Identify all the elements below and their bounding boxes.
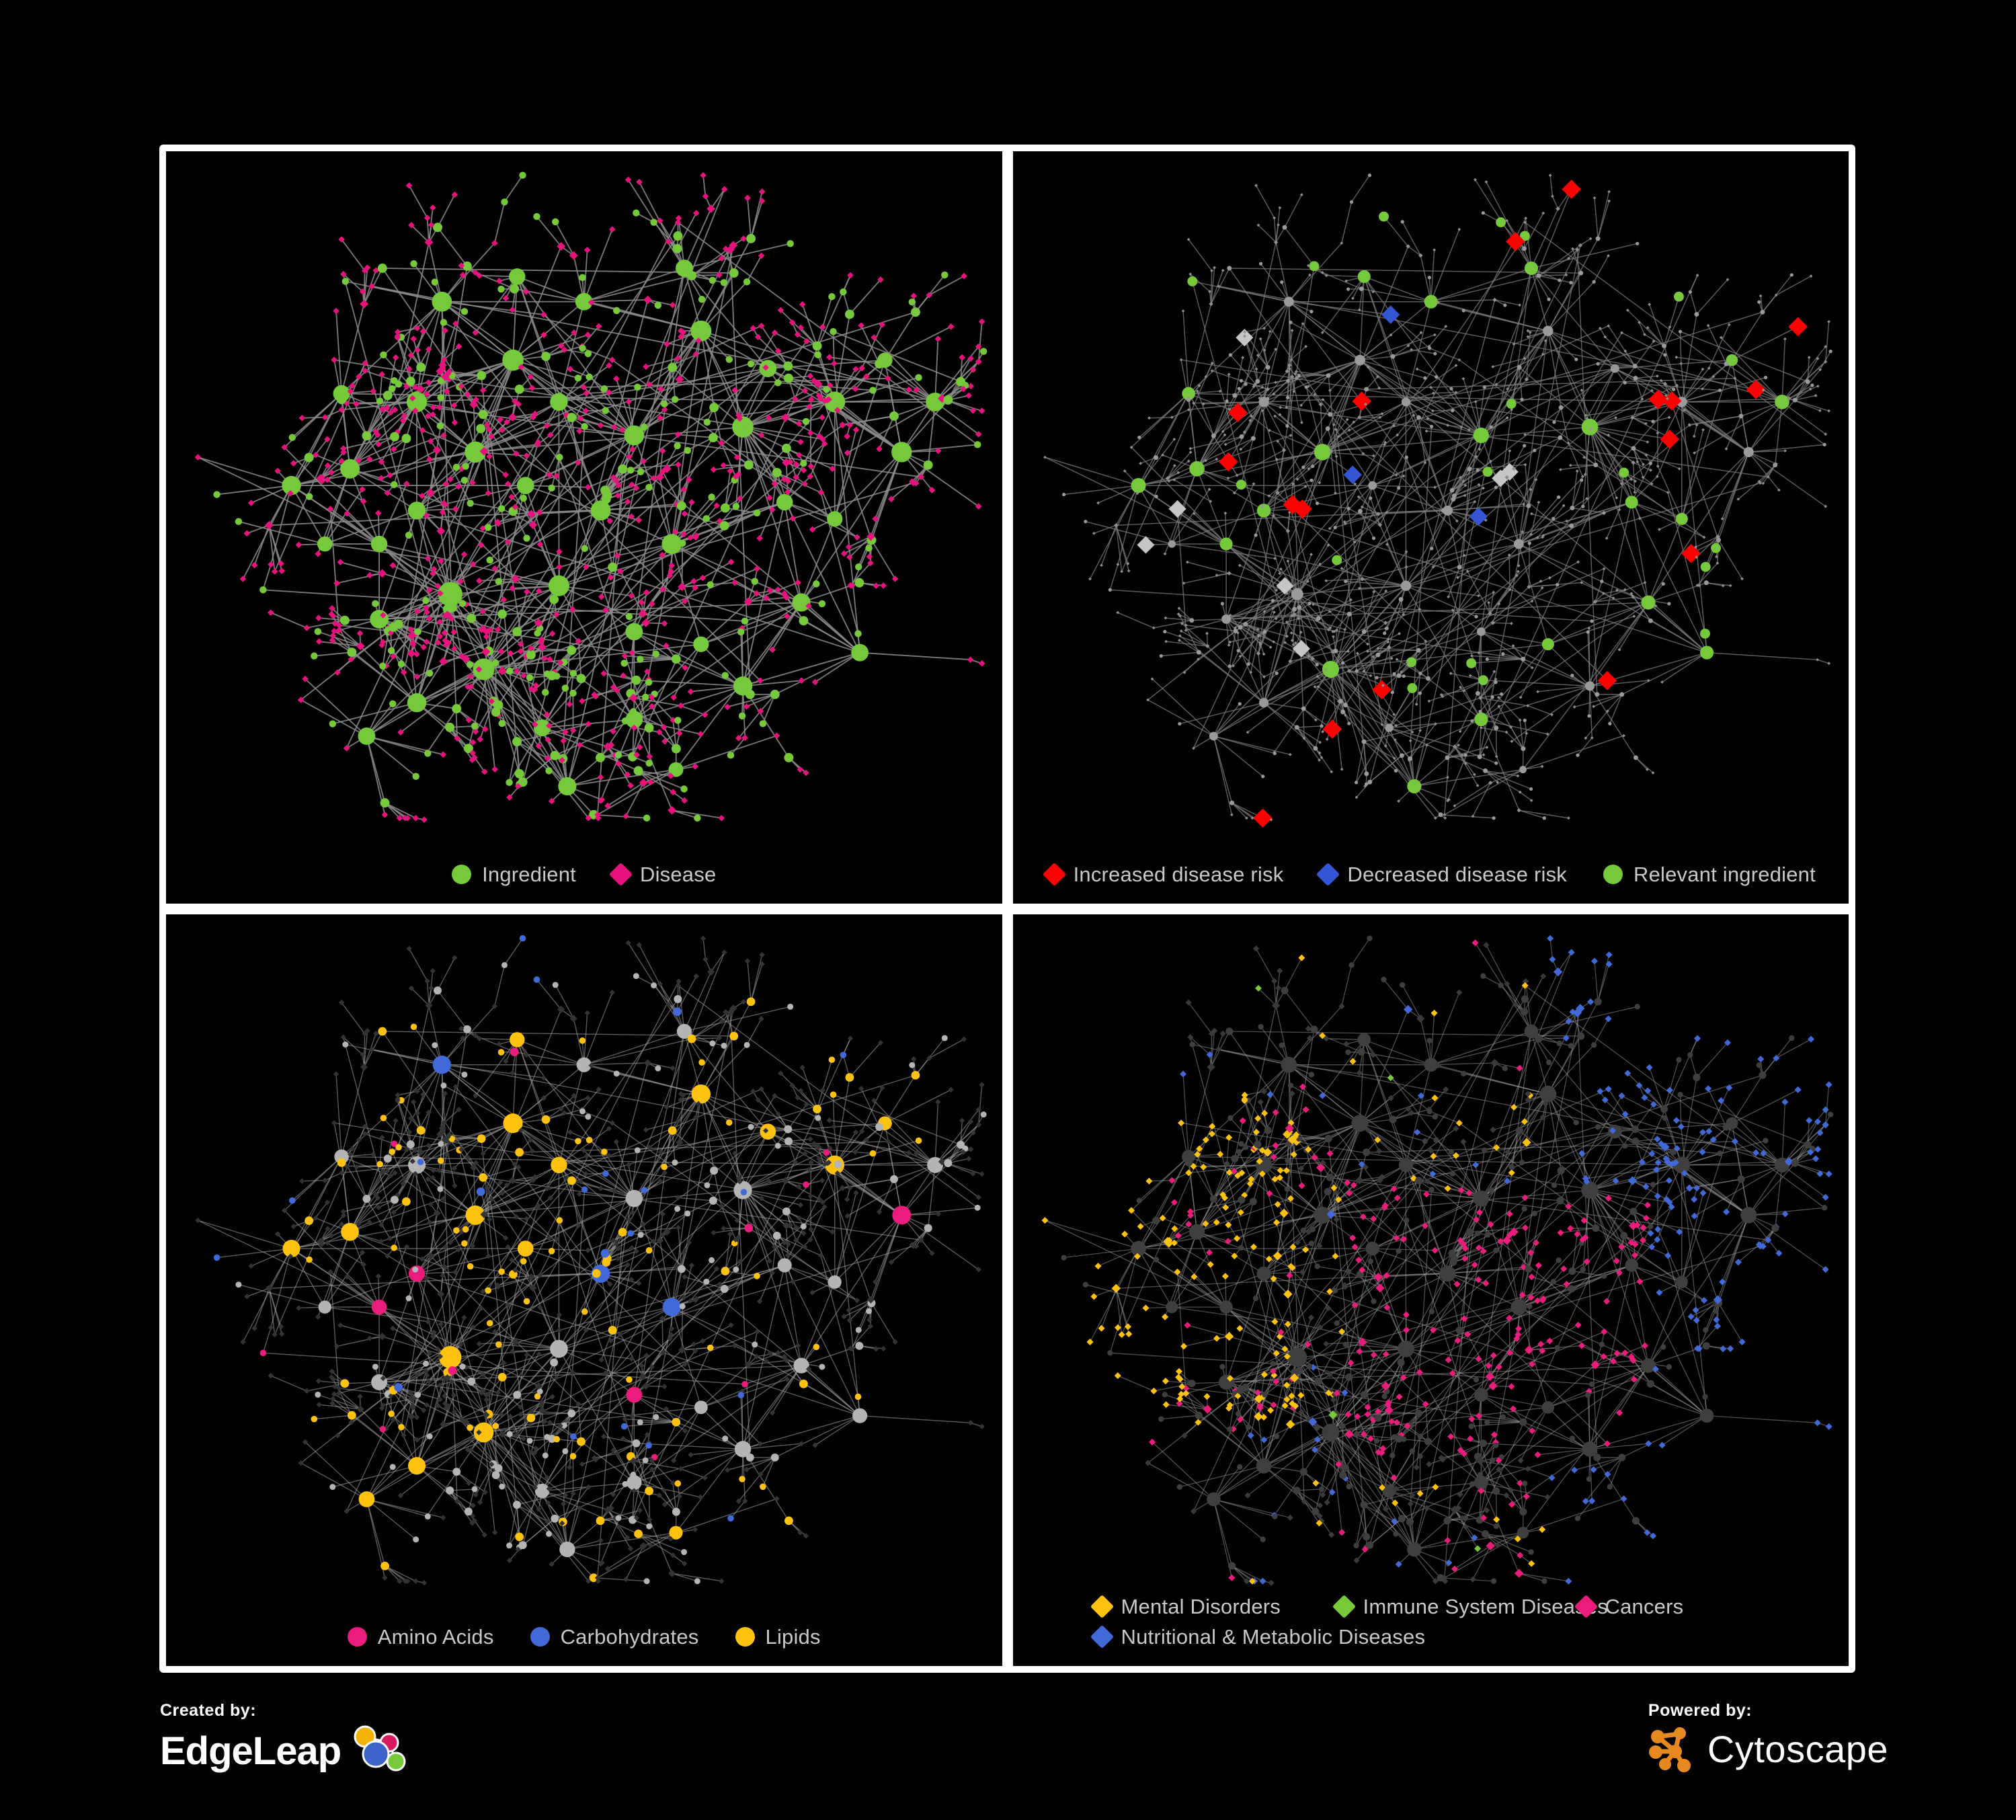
legend-label: Decreased disease risk (1347, 862, 1567, 886)
legend-disease-classes: Mental Disorders Immune System Diseases … (1013, 1594, 1849, 1666)
cytoscape-wordmark: Cytoscape (1707, 1728, 1888, 1770)
legend-marker-diamond-icon (1042, 862, 1066, 886)
legend-disease-risk: Increased disease risk Decreased disease… (1013, 862, 1849, 904)
cytoscape-logo-icon (1648, 1727, 1691, 1772)
panel-grid: Ingredient Disease Increased disease ris… (159, 145, 1855, 1673)
network-canvas-overview[interactable] (166, 151, 1002, 904)
network-svg-disease-classes[interactable] (1013, 914, 1849, 1667)
legend-item[interactable]: Mental Disorders (1090, 1594, 1336, 1619)
created-by-kicker: Created by: (160, 1701, 257, 1720)
legend-label: Increased disease risk (1073, 862, 1284, 886)
legend-label: Relevant ingredient (1634, 862, 1816, 886)
legend-item[interactable]: Disease (608, 862, 717, 886)
legend-label: Amino Acids (377, 1625, 494, 1649)
footer: Created by: EdgeLeap Powered by: (0, 1681, 2016, 1815)
legend-label: Nutritional & Metabolic Diseases (1121, 1625, 1426, 1649)
network-svg-disease-risk[interactable] (1013, 151, 1849, 904)
legend-label: Carbohydrates (560, 1625, 699, 1649)
legend-marker-diamond-icon (1316, 862, 1340, 886)
legend-marker-circle-icon (735, 1627, 755, 1647)
legend-marker-diamond-icon (608, 862, 633, 886)
legend-item[interactable]: Nutritional & Metabolic Diseases (1090, 1624, 1425, 1649)
legend-item[interactable]: Decreased disease risk (1316, 862, 1567, 886)
legend-label: Lipids (765, 1625, 821, 1649)
legend-item[interactable]: Relevant ingredient (1603, 864, 1816, 885)
legend-marker-diamond-icon (1332, 1594, 1356, 1619)
legend-marker-circle-icon (1603, 864, 1623, 884)
legend-item[interactable]: Ingredient (452, 864, 576, 885)
legend-overview: Ingredient Disease (166, 862, 1002, 904)
panel-disease-risk[interactable]: Increased disease risk Decreased disease… (1012, 151, 1849, 904)
legend-item[interactable]: Carbohydrates (530, 1626, 699, 1647)
legend-label: Cancers (1605, 1595, 1684, 1618)
network-svg-ingredient-classes[interactable] (166, 914, 1002, 1667)
legend-marker-circle-icon (530, 1627, 550, 1647)
edgeleap-logo-icon (354, 1725, 406, 1772)
network-canvas-disease-classes[interactable] (1013, 914, 1849, 1667)
network-canvas-disease-risk[interactable] (1013, 151, 1849, 904)
legend-marker-diamond-icon (1090, 1594, 1114, 1619)
legend-item[interactable]: Increased disease risk (1042, 862, 1284, 886)
legend-ingredient-classes: Amino Acids Carbohydrates Lipids (166, 1626, 1002, 1666)
powered-by-kicker: Powered by: (1648, 1701, 1752, 1720)
legend-item[interactable]: Immune System Diseases (1332, 1594, 1608, 1619)
legend-marker-circle-icon (347, 1627, 367, 1647)
panel-overview[interactable]: Ingredient Disease (166, 151, 1002, 904)
legend-label: Immune System Diseases (1363, 1595, 1608, 1618)
legend-label: Disease (639, 862, 717, 886)
legend-marker-diamond-icon (1574, 1594, 1598, 1619)
legend-item[interactable]: Lipids (735, 1626, 821, 1647)
panel-ingredient-classes[interactable]: Amino Acids Carbohydrates Lipids (166, 914, 1002, 1667)
legend-label: Ingredient (482, 862, 576, 886)
legend-marker-circle-icon (452, 864, 472, 884)
legend-item[interactable]: Amino Acids (347, 1625, 494, 1649)
edgeleap-wordmark: EdgeLeap (160, 1729, 341, 1773)
created-by-block: Created by: EdgeLeap (160, 1701, 409, 1778)
network-svg-overview[interactable] (166, 151, 1002, 904)
legend-label: Mental Disorders (1121, 1595, 1281, 1618)
legend-item[interactable]: Cancers (1574, 1594, 1820, 1619)
panel-disease-classes[interactable]: Mental Disorders Immune System Diseases … (1012, 914, 1849, 1667)
legend-marker-diamond-icon (1090, 1624, 1114, 1649)
network-canvas-ingredient-classes[interactable] (166, 914, 1002, 1667)
powered-by-block: Powered by: (1648, 1701, 1888, 1774)
